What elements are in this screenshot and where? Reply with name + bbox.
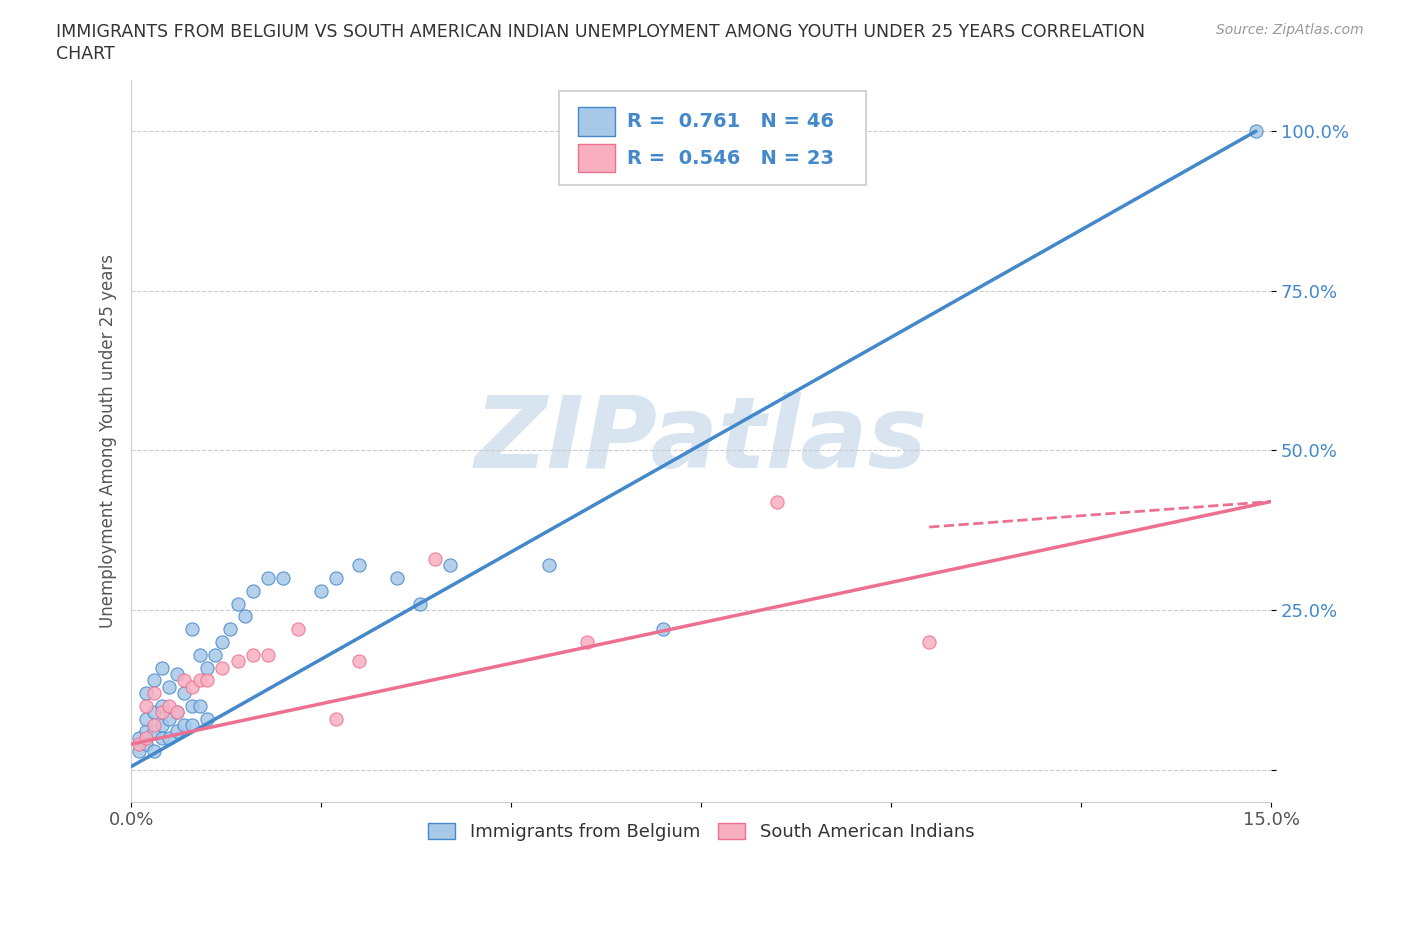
- Point: [226, 596, 249, 611]
- Point: [195, 673, 218, 688]
- Point: [766, 494, 789, 509]
- Point: [150, 718, 173, 733]
- Point: [576, 634, 599, 649]
- Point: [135, 711, 157, 726]
- Point: [347, 558, 370, 573]
- Bar: [578, 143, 614, 172]
- Legend: Immigrants from Belgium, South American Indians: Immigrants from Belgium, South American …: [419, 814, 983, 850]
- Point: [325, 711, 347, 726]
- Point: [181, 679, 204, 694]
- Point: [135, 685, 157, 700]
- Point: [150, 705, 173, 720]
- Point: [135, 724, 157, 738]
- Point: [233, 609, 256, 624]
- FancyBboxPatch shape: [558, 91, 866, 185]
- Point: [150, 730, 173, 745]
- Point: [135, 698, 157, 713]
- Point: [257, 647, 280, 662]
- Point: [287, 622, 309, 637]
- Point: [150, 698, 173, 713]
- Point: [181, 698, 204, 713]
- Point: [150, 660, 173, 675]
- Point: [143, 724, 166, 738]
- Point: [325, 571, 347, 586]
- Text: ZIPatlas: ZIPatlas: [475, 392, 928, 489]
- Point: [257, 571, 280, 586]
- Text: R =  0.546   N = 23: R = 0.546 N = 23: [627, 149, 834, 167]
- Point: [918, 634, 941, 649]
- Point: [157, 679, 180, 694]
- Point: [425, 551, 447, 566]
- Point: [173, 718, 195, 733]
- Point: [409, 596, 432, 611]
- Point: [181, 718, 204, 733]
- Bar: [578, 107, 614, 136]
- Point: [538, 558, 561, 573]
- Point: [166, 724, 188, 738]
- Point: [173, 685, 195, 700]
- Text: R =  0.761   N = 46: R = 0.761 N = 46: [627, 112, 834, 131]
- Point: [242, 647, 264, 662]
- Point: [1244, 124, 1267, 139]
- Point: [173, 673, 195, 688]
- Point: [204, 647, 226, 662]
- Point: [309, 583, 332, 598]
- Point: [128, 730, 150, 745]
- Point: [242, 583, 264, 598]
- Text: Source: ZipAtlas.com: Source: ZipAtlas.com: [1216, 23, 1364, 37]
- Point: [143, 685, 166, 700]
- Point: [195, 660, 218, 675]
- Point: [652, 622, 675, 637]
- Point: [271, 571, 294, 586]
- Point: [211, 660, 233, 675]
- Point: [143, 718, 166, 733]
- Point: [143, 673, 166, 688]
- Point: [157, 730, 180, 745]
- Point: [188, 673, 211, 688]
- Point: [195, 711, 218, 726]
- Point: [347, 654, 370, 669]
- Point: [135, 737, 157, 751]
- Point: [143, 743, 166, 758]
- Point: [387, 571, 409, 586]
- Point: [166, 705, 188, 720]
- Point: [188, 647, 211, 662]
- Point: [188, 698, 211, 713]
- Point: [211, 634, 233, 649]
- Point: [166, 667, 188, 682]
- Text: IMMIGRANTS FROM BELGIUM VS SOUTH AMERICAN INDIAN UNEMPLOYMENT AMONG YOUTH UNDER : IMMIGRANTS FROM BELGIUM VS SOUTH AMERICA…: [56, 23, 1146, 41]
- Point: [166, 705, 188, 720]
- Point: [219, 622, 242, 637]
- Point: [128, 737, 150, 751]
- Point: [157, 698, 180, 713]
- Point: [181, 622, 204, 637]
- Point: [226, 654, 249, 669]
- Y-axis label: Unemployment Among Youth under 25 years: Unemployment Among Youth under 25 years: [100, 254, 117, 628]
- Point: [128, 743, 150, 758]
- Point: [143, 705, 166, 720]
- Point: [135, 730, 157, 745]
- Text: CHART: CHART: [56, 45, 115, 62]
- Point: [157, 711, 180, 726]
- Point: [439, 558, 461, 573]
